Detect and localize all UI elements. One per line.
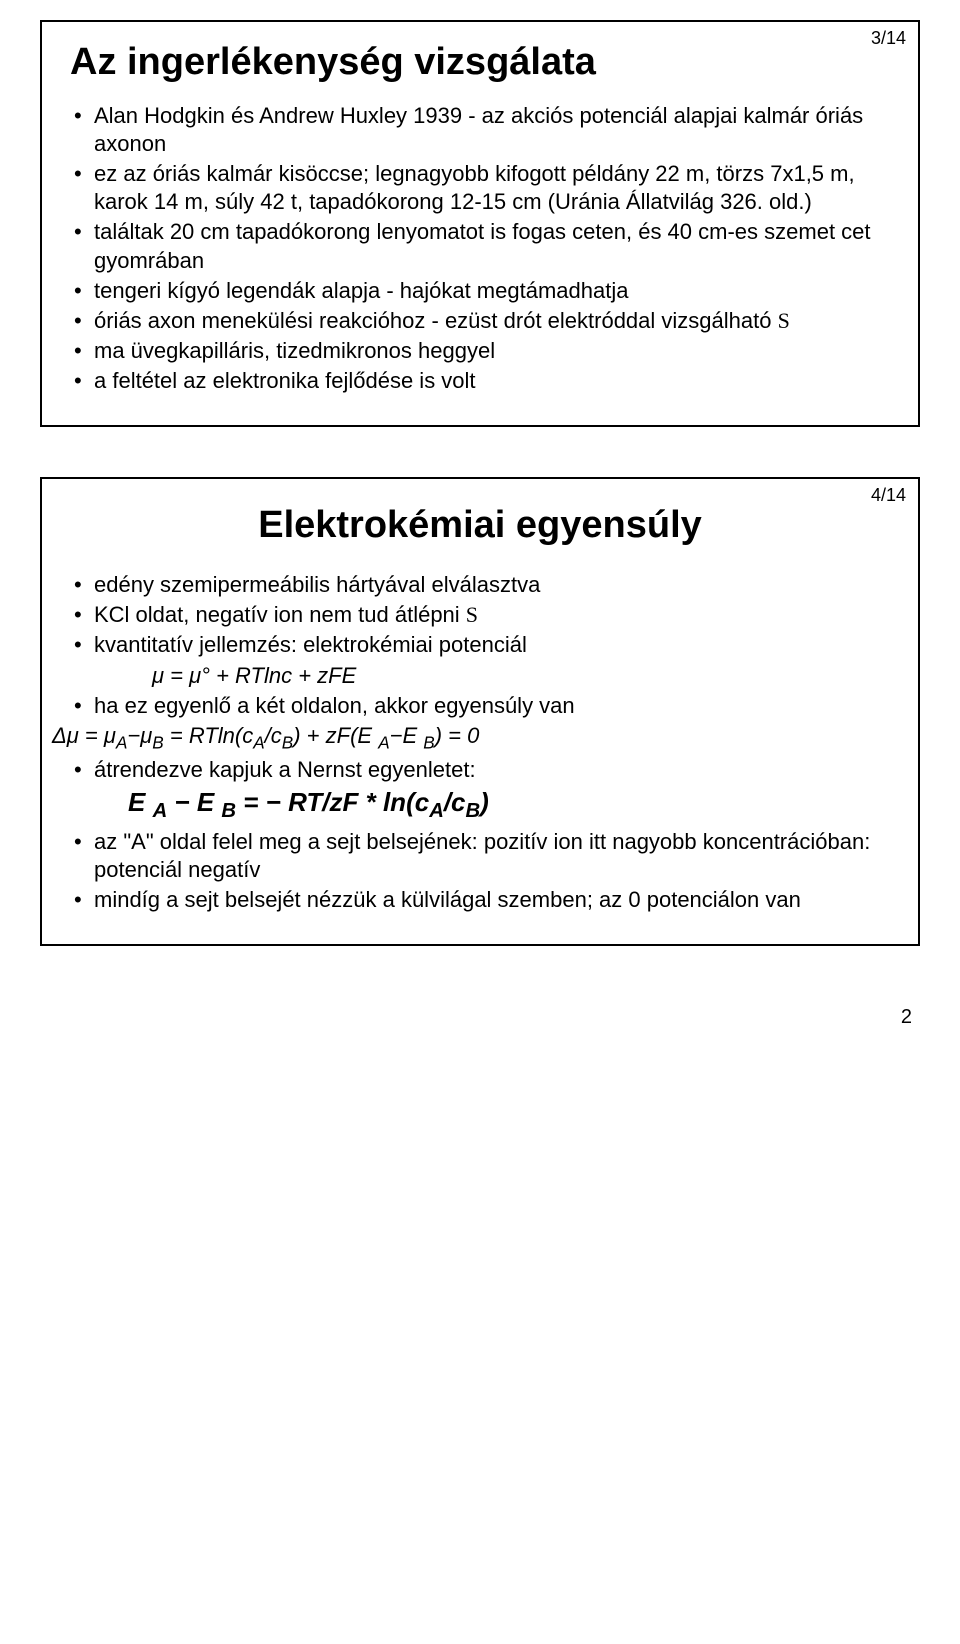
eq-part: c + zFE xyxy=(281,663,356,688)
list-item: találtak 20 cm tapadókorong lenyomatot i… xyxy=(72,218,890,274)
subscript: B xyxy=(423,732,434,752)
eq-part: − E xyxy=(167,787,221,817)
list-item: Alan Hodgkin és Andrew Huxley 1939 - az … xyxy=(72,102,890,158)
list-item: mindíg a sejt belsejét nézzük a külvilág… xyxy=(72,886,890,914)
eq-part: ) = 0 xyxy=(435,723,480,748)
squiggle-icon: S xyxy=(466,602,478,627)
list-item: átrendezve kapjuk a Nernst egyenletet: xyxy=(72,756,890,784)
page: 3/14 Az ingerlékenység vizsgálata Alan H… xyxy=(0,0,960,1069)
list-item: a feltétel az elektronika fejlődése is v… xyxy=(72,367,890,395)
slide-title: Elektrokémiai egyensúly xyxy=(70,505,890,547)
squiggle-icon: S xyxy=(778,308,790,333)
equation: μ = μ° + RTlnc + zFE xyxy=(72,662,890,690)
eq-part: = RTln(c xyxy=(164,723,253,748)
subscript: B xyxy=(221,801,236,823)
bullet-list: Alan Hodgkin és Andrew Huxley 1939 - az … xyxy=(70,102,890,396)
list-item: edény szemipermeábilis hártyával elválas… xyxy=(72,571,890,599)
equation-line: μ = μ° + RTlnc + zFE xyxy=(72,662,890,690)
eq-part: −E xyxy=(390,723,424,748)
list-item: az "A" oldal felel meg a sejt belsejének… xyxy=(72,828,890,884)
eq-part: ) xyxy=(480,787,489,817)
list-item: ha ez egyenlő a két oldalon, akkor egyen… xyxy=(72,692,890,720)
equation-line: E A − E B = − RT/zF * ln(cA/cB) xyxy=(72,786,890,825)
eq-part: E xyxy=(128,787,153,817)
slide-number: 3/14 xyxy=(871,28,906,49)
list-item: KCl oldat, negatív ion nem tud átlépni S xyxy=(72,601,890,629)
subscript: A xyxy=(378,732,389,752)
list-item: óriás axon menekülési reakcióhoz - ezüst… xyxy=(72,307,890,335)
bullet-list: edény szemipermeábilis hártyával elválas… xyxy=(70,571,890,914)
subscript: A xyxy=(116,732,127,752)
eq-part: Δμ = μ xyxy=(52,723,116,748)
subscript: B xyxy=(466,801,481,823)
subscript: A xyxy=(153,801,168,823)
list-item: kvantitatív jellemzés: elektrokémiai pot… xyxy=(72,631,890,659)
text: óriás axon menekülési reakcióhoz - ezüst… xyxy=(94,308,778,333)
list-item: tengeri kígyó legendák alapja - hajókat … xyxy=(72,277,890,305)
slide-4: 4/14 Elektrokémiai egyensúly edény szemi… xyxy=(40,477,920,946)
page-number: 2 xyxy=(40,996,920,1029)
eq-part: −μ xyxy=(127,723,152,748)
subscript: B xyxy=(282,732,293,752)
slide-3: 3/14 Az ingerlékenység vizsgálata Alan H… xyxy=(40,20,920,427)
subscript: B xyxy=(152,732,163,752)
eq-part: = − RT/zF * ln(c xyxy=(236,787,429,817)
equation: Δμ = μA−μB = RTln(cA/cB) + zF(E A−E B) =… xyxy=(52,723,479,748)
list-item: ez az óriás kalmár kisöccse; legnagyobb … xyxy=(72,160,890,216)
text: KCl oldat, negatív ion nem tud átlépni xyxy=(94,602,466,627)
eq-part: ) + zF(E xyxy=(293,723,378,748)
eq-part: ln xyxy=(264,663,281,688)
eq-part: /c xyxy=(265,723,282,748)
eq-part: /c xyxy=(444,787,466,817)
slide-number: 4/14 xyxy=(871,485,906,506)
subscript: A xyxy=(429,801,444,823)
eq-part: μ = μ° + RT xyxy=(152,663,264,688)
subscript: A xyxy=(253,732,264,752)
equation: E A − E B = − RT/zF * ln(cA/cB) xyxy=(72,786,890,825)
slide-title: Az ingerlékenység vizsgálata xyxy=(70,42,890,84)
list-item: ma üvegkapilláris, tizedmikronos heggyel xyxy=(72,337,890,365)
equation-line: Δμ = μA−μB = RTln(cA/cB) + zF(E A−E B) =… xyxy=(52,722,890,754)
